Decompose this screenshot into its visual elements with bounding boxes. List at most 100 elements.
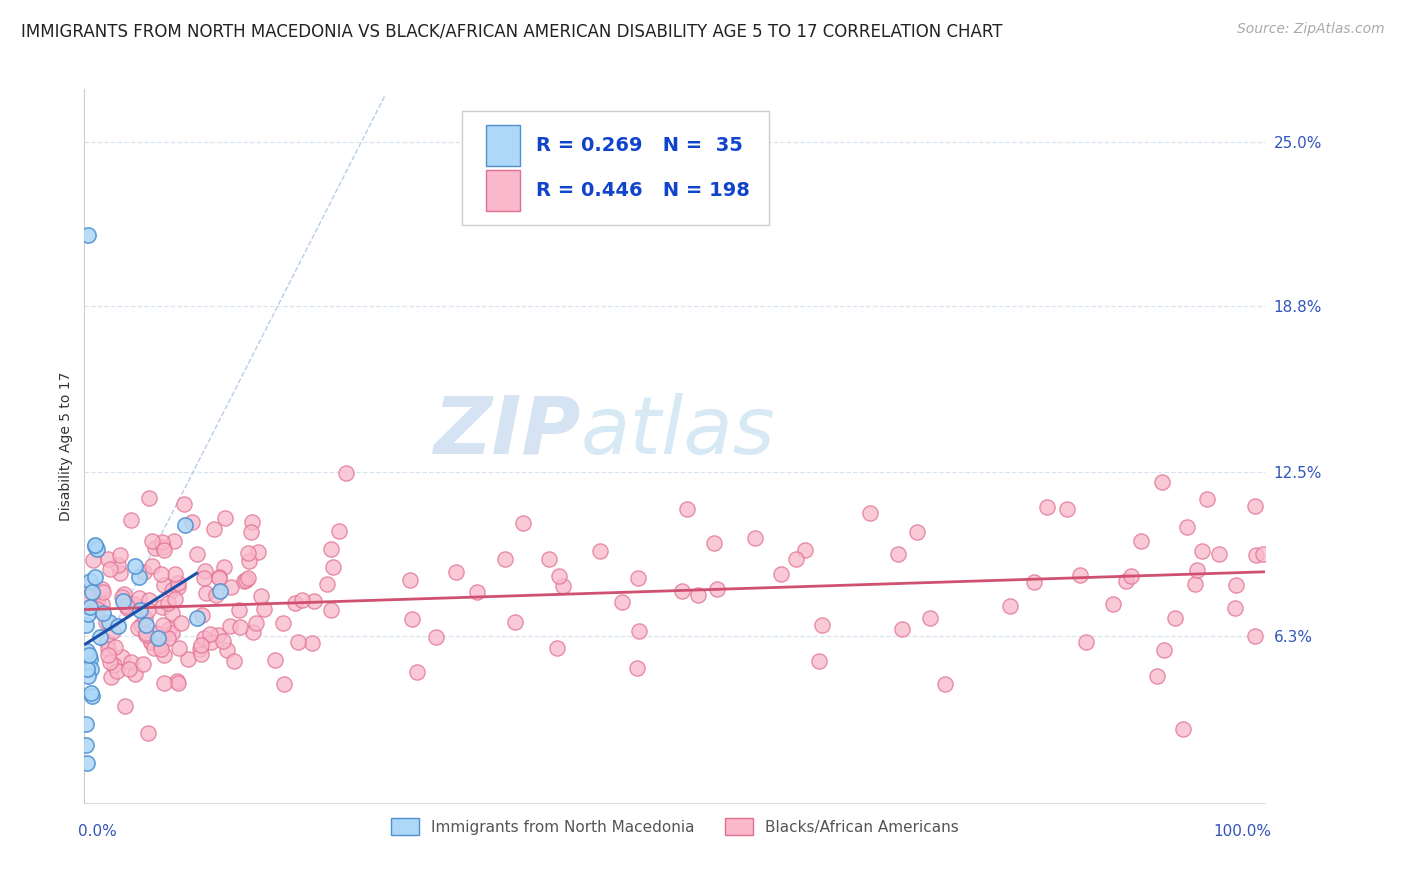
Y-axis label: Disability Age 5 to 17: Disability Age 5 to 17 — [59, 371, 73, 521]
Point — [160, 606, 183, 620]
Point — [264, 653, 287, 667]
Point — [1243, 629, 1265, 643]
Point — [208, 570, 231, 584]
Point — [157, 631, 180, 645]
Text: Source: ZipAtlas.com: Source: ZipAtlas.com — [1237, 22, 1385, 37]
Point — [793, 543, 815, 558]
Point — [75, 716, 97, 731]
Point — [111, 590, 134, 604]
Point — [120, 656, 142, 670]
Point — [240, 515, 263, 529]
Point — [104, 640, 127, 654]
Point — [405, 665, 427, 679]
Point — [301, 636, 323, 650]
Point — [627, 624, 650, 638]
Point — [76, 644, 98, 658]
Point — [229, 620, 252, 634]
FancyBboxPatch shape — [486, 169, 520, 211]
Point — [77, 607, 100, 621]
Point — [76, 657, 98, 671]
Point — [273, 676, 295, 690]
Point — [1184, 577, 1206, 591]
Point — [287, 634, 309, 648]
Point — [186, 547, 208, 561]
Point — [706, 582, 728, 596]
Point — [112, 587, 135, 601]
Point — [240, 524, 263, 539]
Point — [129, 618, 152, 632]
Point — [1225, 578, 1247, 592]
Point — [190, 639, 212, 653]
Point — [138, 491, 160, 505]
Point — [120, 598, 142, 612]
Point — [139, 634, 162, 648]
Point — [124, 666, 146, 681]
Point — [114, 698, 136, 713]
Point — [82, 585, 104, 599]
Point — [82, 585, 104, 599]
Point — [1177, 519, 1199, 533]
Point — [302, 594, 325, 608]
Point — [76, 662, 98, 676]
FancyBboxPatch shape — [463, 111, 769, 225]
Point — [627, 571, 650, 585]
Point — [150, 534, 173, 549]
Point — [246, 544, 269, 558]
Point — [76, 756, 98, 771]
Point — [160, 582, 183, 597]
Point — [98, 655, 121, 669]
Point — [1121, 569, 1143, 583]
Point — [250, 589, 273, 603]
Point — [686, 588, 709, 602]
Point — [222, 655, 245, 669]
Point — [150, 638, 173, 652]
Point — [671, 583, 693, 598]
Point — [141, 534, 163, 549]
Point — [163, 566, 186, 581]
Point — [96, 615, 118, 629]
Point — [322, 560, 344, 574]
Point — [1191, 543, 1213, 558]
Point — [84, 540, 107, 554]
Point — [117, 662, 139, 676]
Point — [149, 642, 172, 657]
Point — [291, 592, 314, 607]
Point — [859, 506, 882, 520]
Point — [186, 611, 208, 625]
Point — [1197, 492, 1219, 507]
Point — [444, 565, 467, 579]
Text: 100.0%: 100.0% — [1213, 824, 1271, 839]
Point — [1153, 643, 1175, 657]
Point — [170, 615, 193, 630]
Text: R = 0.446   N = 198: R = 0.446 N = 198 — [536, 181, 749, 200]
Point — [108, 549, 131, 563]
Point — [120, 513, 142, 527]
Point — [1069, 568, 1091, 582]
Point — [503, 615, 526, 630]
Point — [86, 542, 108, 557]
Point — [1164, 610, 1187, 624]
Point — [143, 541, 166, 555]
Point — [316, 577, 339, 591]
Point — [1146, 669, 1168, 683]
Point — [212, 559, 235, 574]
Point — [1115, 574, 1137, 589]
Point — [676, 502, 699, 516]
Point — [194, 586, 217, 600]
Point — [111, 650, 134, 665]
Point — [177, 652, 200, 666]
Point — [80, 662, 103, 676]
Point — [465, 585, 488, 599]
Point — [1056, 502, 1078, 516]
Point — [785, 551, 807, 566]
Point — [238, 553, 260, 567]
Point — [91, 585, 114, 599]
Text: R = 0.269   N =  35: R = 0.269 N = 35 — [536, 136, 742, 154]
Point — [1022, 574, 1045, 589]
Point — [253, 602, 276, 616]
Point — [399, 573, 422, 587]
Point — [135, 628, 157, 642]
Point — [86, 602, 108, 616]
Point — [153, 577, 176, 591]
Point — [180, 515, 202, 529]
